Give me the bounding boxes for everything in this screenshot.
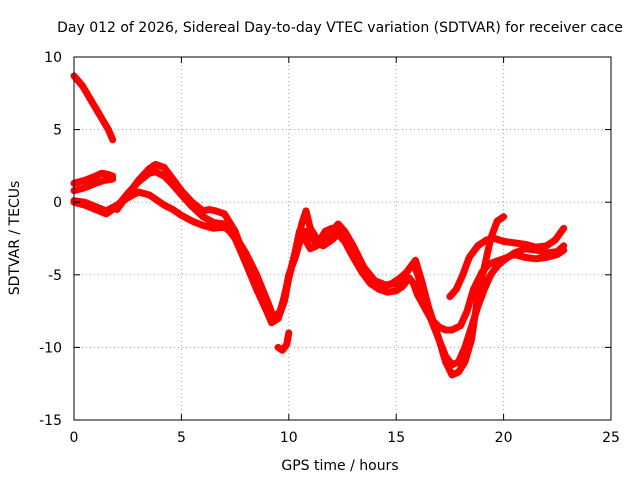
y-tick-label: 10 xyxy=(44,50,62,66)
y-tick-label: 0 xyxy=(53,195,62,211)
series-track-2 xyxy=(70,169,117,187)
y-tick-label: -5 xyxy=(48,268,62,284)
axis-ticks: 0 5 10 15 20 25 -15 -10 -5 0 5 10 xyxy=(39,50,620,446)
y-tick-label: -15 xyxy=(39,413,62,429)
series-track-6 xyxy=(113,160,508,379)
y-axis-label: SDTVAR / TECUs xyxy=(7,181,23,296)
x-tick-label: 10 xyxy=(280,430,298,446)
x-tick-label: 25 xyxy=(602,430,620,446)
x-tick-label: 20 xyxy=(495,430,513,446)
x-tick-label: 15 xyxy=(387,430,405,446)
y-tick-label: -10 xyxy=(39,340,62,356)
series-track-5 xyxy=(70,168,568,369)
series-track-8 xyxy=(446,224,568,301)
series-track-7 xyxy=(274,329,293,354)
series-track-4 xyxy=(70,188,568,334)
y-tick-label: 5 xyxy=(53,123,62,139)
x-tick-label: 0 xyxy=(70,430,79,446)
chart-title: Day 012 of 2026, Sidereal Day-to-day VTE… xyxy=(57,20,623,36)
series-track-3 xyxy=(70,175,117,195)
plot-frame xyxy=(73,56,612,421)
x-tick-label: 5 xyxy=(177,430,186,446)
series-track-1 xyxy=(70,72,117,144)
x-axis-label: GPS time / hours xyxy=(281,458,398,474)
grid-lines xyxy=(74,57,611,420)
series-layer xyxy=(70,72,568,379)
